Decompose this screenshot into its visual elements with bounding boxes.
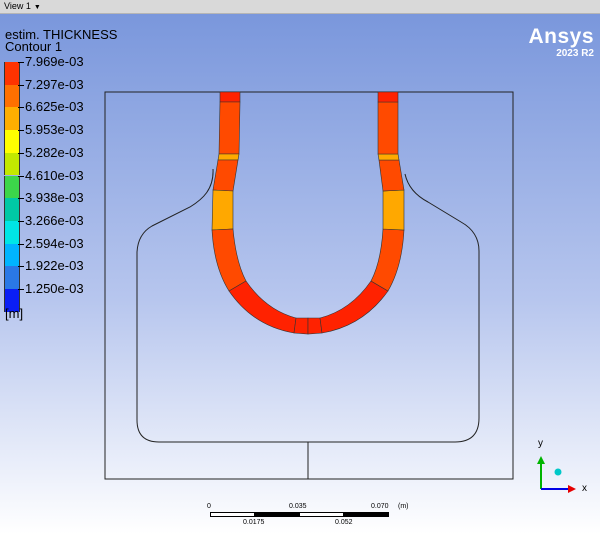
legend-swatch [4,62,20,85]
model-geometry [104,91,576,493]
band-left-top [219,91,241,103]
legend-swatch [4,266,20,289]
legend-swatch [4,152,20,176]
legend-tick [18,62,24,63]
domain-outline [104,91,514,480]
legend-swatch [4,198,20,221]
scale-segment-1 [210,512,255,517]
legend-tick-label: 7.969e-03 [25,54,84,69]
legend-tick-label: 7.297e-03 [25,76,84,92]
legend-swatch [4,220,20,244]
y-axis-arrowhead [537,456,545,464]
legend-tick [18,220,24,222]
band-left-a [218,101,241,155]
ansys-logo: Ansys 2023 R2 [528,25,594,60]
scale-label-4: 0.052 [335,519,353,526]
band-left-c [212,159,239,192]
legend-unit: [m] [5,306,24,321]
scale-segment-4 [343,512,389,517]
legend-tick-label: 3.938e-03 [25,190,84,206]
legend-tick-label: 2.594e-03 [25,235,84,251]
band-left-e [211,228,247,292]
legend-tick-label: 4.610e-03 [25,167,84,183]
graphics-viewport[interactable]: estim. THICKNESS Contour 1 7.969e-03 7.29… [0,14,600,534]
band-right-top [377,91,399,103]
legend-tick [18,175,24,177]
band-right-c [378,159,405,192]
legend-tick-label: 5.953e-03 [25,122,84,138]
legend-tick-label: 3.266e-03 [25,212,84,228]
legend-tick [18,243,24,245]
legend-tick [18,266,24,268]
legend-tick-label: 1.250e-03 [25,281,84,296]
band-bottom-right [319,280,389,334]
legend-title: estim. THICKNESS [5,27,118,42]
scale-unit: (m) [398,503,409,510]
scale-label-1: 0.035 [289,503,307,510]
legend-swatch [4,175,20,199]
scale-segment-2 [254,512,300,517]
z-axis-marker [554,468,562,476]
scale-label-3: 0.0175 [243,519,265,526]
band-left-d [211,189,234,231]
triad-x-label: x [582,483,587,494]
band-right-b [377,153,400,161]
band-bottom-left [228,280,297,334]
legend-swatch [4,243,20,267]
legend-tick [18,130,24,132]
view-label: View 1 [4,1,31,11]
view-selector[interactable]: View 1 ▼ [4,0,41,14]
legend-swatch [4,107,20,131]
legend-tick [18,84,24,86]
band-right-a [377,101,399,155]
band-left-b [217,153,240,161]
axis-triad [537,456,576,493]
cavity-outline [136,168,480,443]
legend-swatch [4,84,20,108]
legend-tick-label: 6.625e-03 [25,99,84,115]
legend-swatch [4,289,20,312]
brand-name: Ansys [528,25,594,48]
band-right-d [382,189,405,231]
band-bottom-mid-left [293,317,309,335]
legend-swatch [4,130,20,153]
legend-subtitle: Contour 1 [5,39,63,54]
scale-label-2: 0.070 [371,503,389,510]
band-bottom-mid-right [307,317,323,335]
scale-label-0: 0 [207,503,211,510]
legend-tick [18,107,24,109]
view-toolbar: View 1 ▼ [0,0,600,14]
band-right-e [370,228,405,292]
legend-tick [18,152,24,154]
x-axis-arrowhead [568,485,576,493]
legend-tick [18,198,24,200]
legend-tick-label: 1.922e-03 [25,258,84,274]
chevron-down-icon: ▼ [33,4,41,11]
legend-tick [18,289,24,290]
legend-tick-label: 5.282e-03 [25,144,84,160]
triad-y-label: y [538,438,543,449]
scale-segment-3 [299,512,344,517]
brand-version: 2023 R2 [556,48,594,59]
u-tube-contour [211,91,405,335]
